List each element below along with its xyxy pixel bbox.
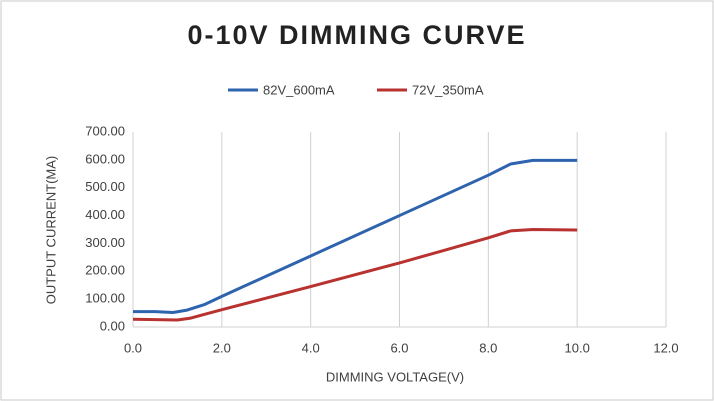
y-tick-label: 100.00 bbox=[85, 291, 125, 306]
x-tick-label: 10.0 bbox=[565, 340, 590, 355]
x-tick-label: 0.0 bbox=[124, 340, 142, 355]
y-tick-label: 0.00 bbox=[100, 318, 125, 333]
data-line bbox=[133, 158, 578, 315]
x-tick-label: 8.0 bbox=[479, 340, 497, 355]
x-tick-label: 6.0 bbox=[390, 340, 408, 355]
y-tick-label: 400.00 bbox=[85, 207, 125, 222]
y-axis-label: OUTPUT CURRENT(MA) bbox=[43, 156, 58, 305]
x-tick-label: 2.0 bbox=[213, 340, 231, 355]
legend-label: 72V_350mA bbox=[412, 82, 484, 97]
chart-title: 0-10V DIMMING CURVE bbox=[187, 20, 526, 50]
y-tick-label: 500.00 bbox=[85, 179, 125, 194]
x-axis-label: DIMMING VOLTAGE(V) bbox=[326, 369, 464, 384]
y-tick-label: 700.00 bbox=[85, 123, 125, 138]
data-line bbox=[132, 228, 578, 322]
legend-label: 82V_600mA bbox=[263, 82, 335, 97]
y-tick-label: 200.00 bbox=[85, 263, 125, 278]
y-tick-label: 600.00 bbox=[85, 151, 125, 166]
x-tick-label: 4.0 bbox=[302, 340, 320, 355]
y-tick-label: 300.00 bbox=[85, 235, 125, 250]
x-tick-label: 12.0 bbox=[653, 340, 678, 355]
